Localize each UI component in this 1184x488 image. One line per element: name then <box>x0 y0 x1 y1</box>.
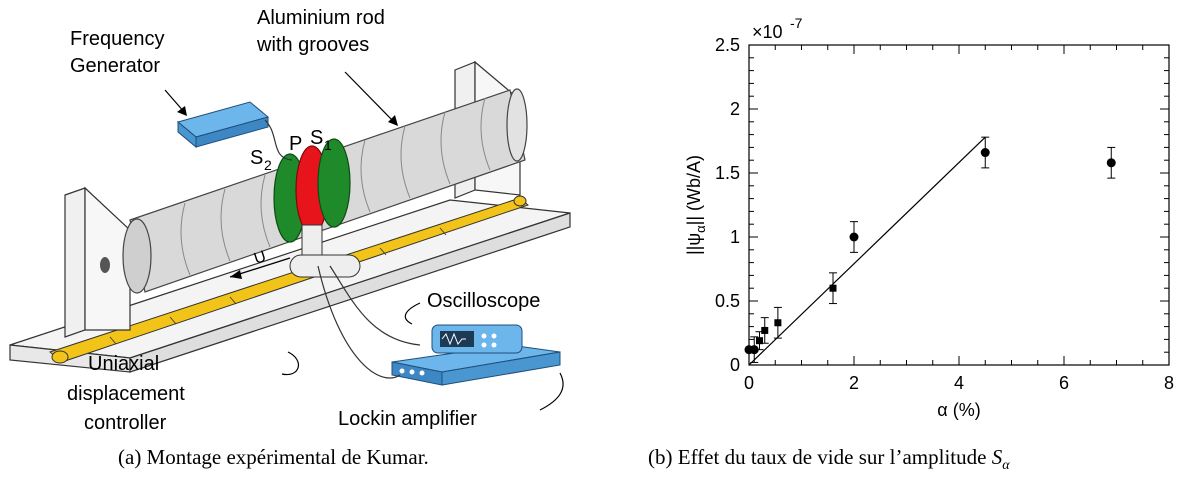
uniaxial-label-3: controller <box>84 412 167 434</box>
p-label: P <box>289 133 302 155</box>
caption-b: (b) Effet du taux de vide sur l’amplitud… <box>648 445 1010 474</box>
s1-label: S <box>310 127 323 149</box>
y-tick-label: 2 <box>730 99 740 119</box>
x-tick-label: 8 <box>1164 373 1174 393</box>
data-point <box>756 337 763 345</box>
x-axis-label: α (%) <box>937 400 980 420</box>
y-axis-label-prefix: ||ψ <box>684 233 704 255</box>
caption-b-symbol: S <box>991 445 1003 469</box>
s1-coil <box>317 138 351 228</box>
caption-b-sub: α <box>1002 458 1010 474</box>
data-point <box>749 345 759 355</box>
data-point <box>1106 158 1116 168</box>
y-axis-label: ||ψα|| (Wb/A) <box>684 155 708 255</box>
u-label: U <box>252 248 268 268</box>
s1-sub-label: 1 <box>324 137 332 153</box>
data-point <box>829 284 837 292</box>
frequency-generator-label: Frequency <box>70 28 165 50</box>
y-tick-label: 0 <box>730 355 740 375</box>
y-tick-label: 1 <box>730 227 740 247</box>
chart-minor-ticks <box>748 44 1170 366</box>
s2-label: S <box>250 147 263 169</box>
svg-text:||ψα|| (Wb/A): ||ψα|| (Wb/A) <box>684 155 708 255</box>
rod-label-2: with grooves <box>256 34 369 56</box>
y-axis-label-suffix: || (Wb/A) <box>684 155 704 225</box>
setup-illustration: Frequency Generator Aluminium rod with g… <box>9 7 571 434</box>
y-exponent-power: -7 <box>790 15 803 31</box>
fit-line <box>748 136 986 366</box>
plot-frame <box>748 44 1170 366</box>
x-tick-label: 2 <box>849 373 859 393</box>
chart: 0 2 4 6 8 0 0.5 1 1.5 2 2.5 ×10 -7 α (%)… <box>684 15 1174 420</box>
x-tick-label: 6 <box>1059 373 1069 393</box>
y-tick-label: 1.5 <box>715 163 740 183</box>
data-point <box>849 232 859 242</box>
x-tick-label: 0 <box>744 373 754 393</box>
chart-marks <box>744 136 1116 366</box>
x-tick-label: 4 <box>954 373 964 393</box>
uniaxial-label-2: displacement <box>67 383 185 405</box>
lockin-label: Lockin amplifier <box>338 408 477 430</box>
caption-b-text: (b) Effet du taux de vide sur l’amplitud… <box>648 445 992 469</box>
y-exponent-label: ×10 <box>752 22 783 42</box>
uniaxial-label: Uniaxial <box>88 353 159 375</box>
frequency-generator-label-2: Generator <box>70 55 160 77</box>
oscilloscope-label: Oscilloscope <box>427 290 540 312</box>
rod-label: Aluminium rod <box>257 7 385 29</box>
s2-sub-label: 2 <box>264 157 272 173</box>
y-tick-label: 2.5 <box>715 35 740 55</box>
caption-a: (a) Montage expérimental de Kumar. <box>118 445 429 469</box>
data-point <box>774 319 782 327</box>
data-point <box>761 326 769 334</box>
data-point <box>980 148 990 158</box>
y-axis-label-sub: α <box>693 225 708 233</box>
y-tick-label: 0.5 <box>715 291 740 311</box>
